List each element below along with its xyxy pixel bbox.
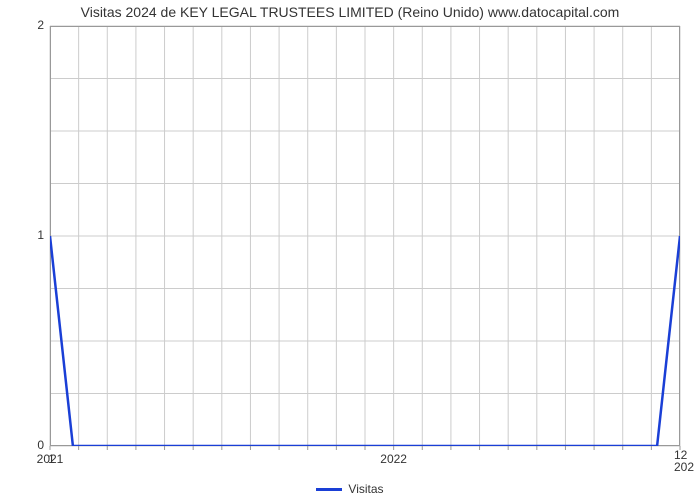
line-layer [50,26,680,446]
legend-swatch [316,488,342,491]
chart-title: Visitas 2024 de KEY LEGAL TRUSTEES LIMIT… [0,4,700,20]
y-tick-label: 1 [4,228,44,242]
y-tick-label: 2 [4,18,44,32]
x-tick-label: 2021 [37,452,64,466]
y-tick-label: 0 [4,438,44,452]
x-tick-label: 2022 [380,452,407,466]
legend-label: Visitas [348,482,383,496]
x-right-label-bottom: 202 [674,460,694,474]
plot-area [50,26,680,446]
visits-chart: Visitas 2024 de KEY LEGAL TRUSTEES LIMIT… [0,0,700,500]
legend: Visitas [0,482,700,496]
